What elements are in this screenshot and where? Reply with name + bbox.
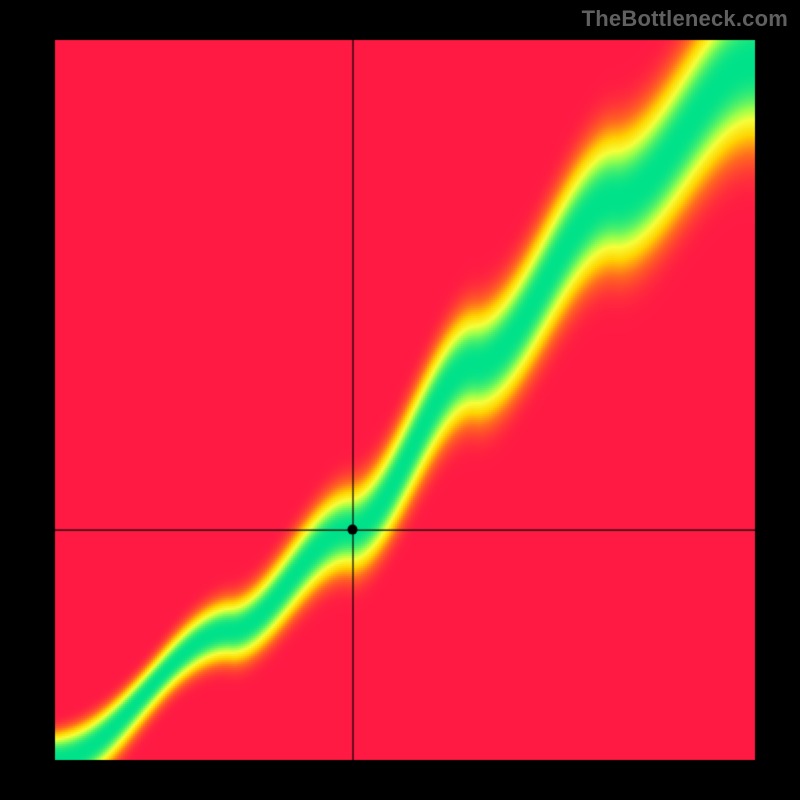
chart-container: { "watermark": { "text": "TheBottleneck.… xyxy=(0,0,800,800)
heatmap-canvas xyxy=(0,0,800,800)
watermark-text: TheBottleneck.com xyxy=(582,6,788,32)
